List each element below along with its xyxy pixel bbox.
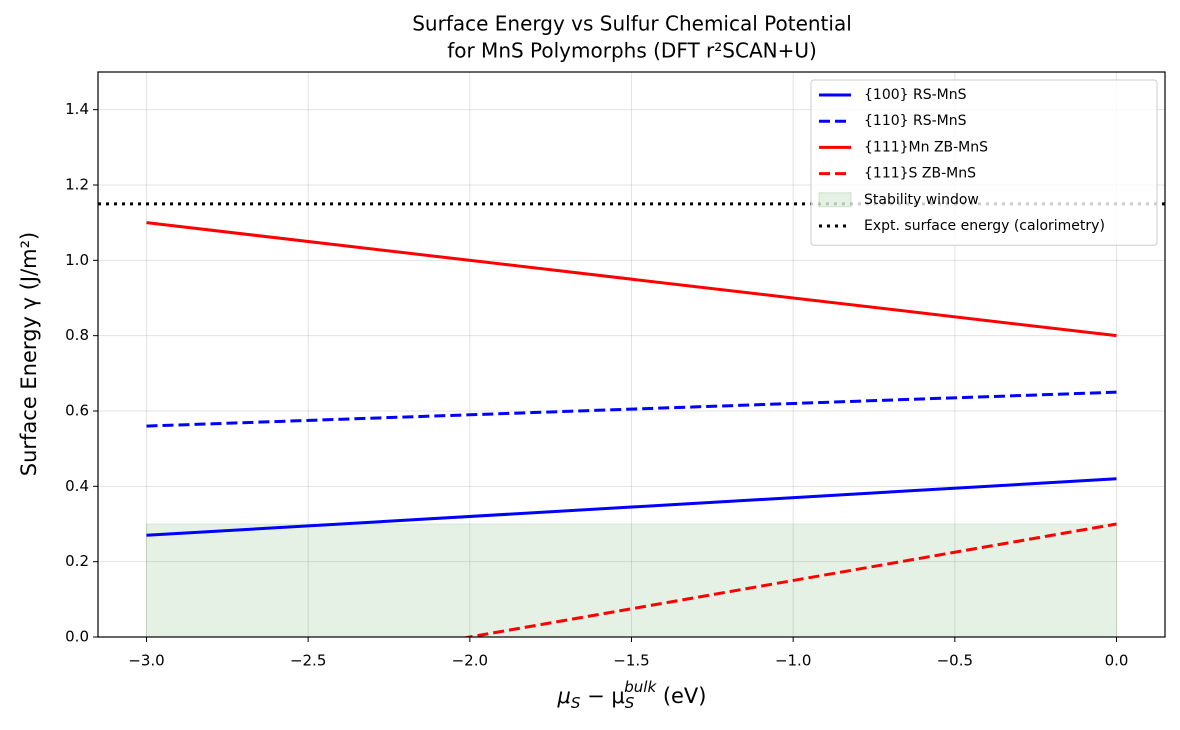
legend-box [810,79,1158,246]
y-tick-label: 0.2 [65,552,89,570]
x-label-part: S [625,694,635,712]
x-label-part: bulk [624,678,657,696]
series-line [146,477,1117,537]
x-tick-label: 0.0 [1105,652,1129,670]
series-line [461,522,1117,637]
x-label-part: S [571,694,581,712]
legend-label: Stability window [864,192,979,208]
chart-title: for MnS Polymorphs (DFT r²SCAN+U) [447,39,817,63]
series-line [146,390,1117,428]
legend-label: {110} RS-MnS [864,113,967,129]
x-tick-label: −0.5 [937,652,973,670]
stability-window [146,523,1117,637]
plot-area [98,72,1165,637]
x-label-part: μ [557,684,571,708]
legend-label: {111}S ZB-MnS [864,166,976,182]
chart-title: Surface Energy vs Sulfur Chemical Potent… [412,12,852,36]
x-tick-label: −2.0 [452,652,488,670]
y-tick-label: 0.8 [65,326,89,344]
legend-label: {111}Mn ZB-MnS [864,139,988,155]
x-tick-label: −1.5 [613,652,649,670]
legend-swatch [818,192,852,208]
x-label-part: − μ [580,684,624,708]
y-tick-label: 1.2 [65,176,89,194]
y-tick-label: 0.4 [65,477,89,495]
y-tick-label: 0.0 [65,628,89,646]
legend-label: {100} RS-MnS [864,87,967,103]
x-tick-label: −3.0 [128,652,164,670]
y-axis-label: Surface Energy γ (J/m²) [17,232,41,477]
plot-frame [97,71,1166,638]
axes: −3.0 −2.5 −2.0 −1.5 −1.0 −0.5 0.0 0.0 0.2 0.4 0.6 0… [65,71,1166,670]
legend-label: Expt. surface energy (calorimetry) [864,218,1105,234]
x-axis-label: μS − μSbulk (eV) [557,678,707,712]
x-label-part: (eV) [656,684,706,708]
series-line [146,221,1117,338]
x-tick-label: −2.5 [290,652,326,670]
legend: {100} RS-MnS {110} RS-MnS {111}Mn ZB-MnS {1… [810,79,1158,246]
x-tick-label: −1.0 [775,652,811,670]
y-tick-label: 1.4 [65,100,89,118]
y-tick-label: 0.6 [65,402,89,420]
y-tick-label: 1.0 [65,251,89,269]
